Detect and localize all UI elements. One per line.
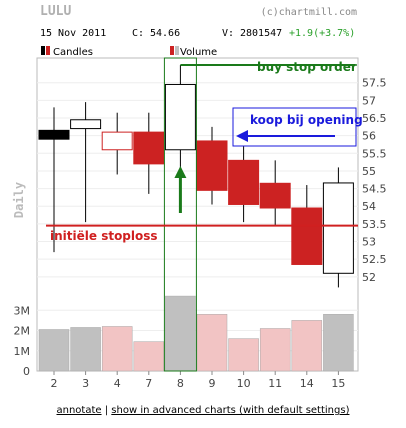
candle — [228, 146, 260, 223]
volume-bar — [101, 326, 133, 372]
price-tick-label: 52 — [362, 271, 376, 284]
candle-body — [291, 207, 323, 265]
volume-tick-label: 2M — [14, 325, 31, 338]
buy-open-label: koop bij opening — [250, 113, 363, 127]
legend-candles-label: Candles — [53, 47, 93, 58]
buy-open-box — [232, 107, 357, 147]
advanced-charts-link[interactable]: show in advanced charts (with default se… — [111, 405, 350, 416]
stoploss-label: initiële stoploss — [50, 229, 158, 243]
volume-tick-label: 1M — [14, 345, 31, 358]
candle-body — [259, 182, 291, 209]
legend-candles: Candles — [41, 46, 93, 58]
volume-tick-label: 3M — [14, 304, 31, 317]
candles-legend-icon — [41, 46, 45, 55]
candle — [70, 102, 102, 223]
footer-links: annotate | show in advanced charts (with… — [0, 405, 406, 416]
candle-body — [101, 131, 133, 151]
volume-legend-icon-gray — [175, 46, 179, 55]
buy-open-arrowhead — [236, 130, 248, 142]
volume-axis: 3M 2M 1M 0 — [14, 304, 31, 378]
price-tick-label: 52.5 — [362, 253, 387, 266]
price-tick-label: 53 — [362, 236, 376, 249]
candle-body — [322, 182, 354, 274]
x-tick-label: 9 — [209, 377, 216, 390]
volume-label: V: — [222, 28, 234, 39]
x-tick-label: 15 — [331, 377, 345, 390]
candle — [196, 126, 228, 205]
candles — [38, 65, 354, 288]
candle-body — [196, 140, 228, 191]
candle — [133, 112, 165, 194]
price-tick-label: 56.5 — [362, 112, 387, 125]
price-tick-label: 54 — [362, 200, 376, 213]
annotations-layer — [46, 57, 358, 372]
price-tick-label: 57 — [362, 94, 376, 107]
price-tick-label: 53.5 — [362, 218, 387, 231]
timeframe-label: Daily — [12, 182, 26, 218]
candle-body — [164, 83, 196, 151]
buy-stop-label: buy stop order — [257, 60, 357, 74]
candle-body — [228, 159, 260, 205]
candle-body — [70, 119, 102, 130]
x-tick-label: 2 — [51, 377, 58, 390]
volume-bars — [38, 295, 354, 372]
x-axis: 2 3 4 7 8 9 10 11 14 15 — [51, 371, 345, 390]
highlight-box — [163, 57, 197, 372]
ticker-symbol: LULU — [40, 4, 71, 19]
price-tick-label: 57.5 — [362, 77, 387, 90]
copyright: (c)chartmill.com — [261, 7, 357, 18]
annotate-link[interactable]: annotate — [56, 405, 102, 416]
close-value: 54.66 — [150, 28, 180, 39]
candle — [38, 107, 70, 253]
x-tick-label: 10 — [237, 377, 251, 390]
close-label: C: — [132, 28, 144, 39]
candle — [164, 65, 196, 171]
volume-bar — [196, 314, 228, 372]
x-tick-label: 11 — [268, 377, 282, 390]
price-axis: 57.5 57 56.5 56 55.5 55 54.5 54 53.5 53 52.5 52 — [362, 77, 387, 284]
x-tick-label: 7 — [145, 377, 152, 390]
volume-bar — [133, 341, 165, 372]
volume-value: 2801547 — [240, 28, 282, 39]
price-tick-label: 55.5 — [362, 147, 387, 160]
candle — [101, 112, 133, 175]
candles-legend-icon-red — [46, 46, 50, 55]
price-tick-label: 54.5 — [362, 183, 387, 196]
x-tick-label: 8 — [177, 377, 184, 390]
volume-bar — [165, 295, 196, 372]
price-tick-label: 56 — [362, 130, 376, 143]
volume-bar — [228, 338, 259, 372]
volume-bar — [38, 329, 70, 372]
change-value: +1.9(+3.7%) — [289, 28, 355, 39]
volume-bar — [70, 327, 101, 372]
legend-volume-label: Volume — [180, 47, 217, 58]
header-date: 15 Nov 2011 — [40, 28, 106, 39]
volume-bar — [259, 328, 291, 372]
price-tick-label: 55 — [362, 165, 376, 178]
volume-legend-icon — [170, 46, 174, 55]
x-tick-label: 3 — [82, 377, 89, 390]
x-tick-label: 4 — [114, 377, 121, 390]
candle — [259, 160, 291, 226]
volume-bar — [323, 314, 354, 372]
candle-body — [38, 129, 70, 140]
buy-arrowhead — [174, 166, 187, 178]
volume-bar — [291, 320, 323, 372]
candle — [322, 167, 354, 288]
footer-separator: | — [104, 405, 109, 416]
candle — [291, 185, 323, 265]
volume-tick-label: 0 — [23, 365, 30, 378]
legend-volume: Volume — [170, 46, 217, 58]
x-tick-label: 14 — [300, 377, 314, 390]
candle-body — [133, 131, 165, 165]
